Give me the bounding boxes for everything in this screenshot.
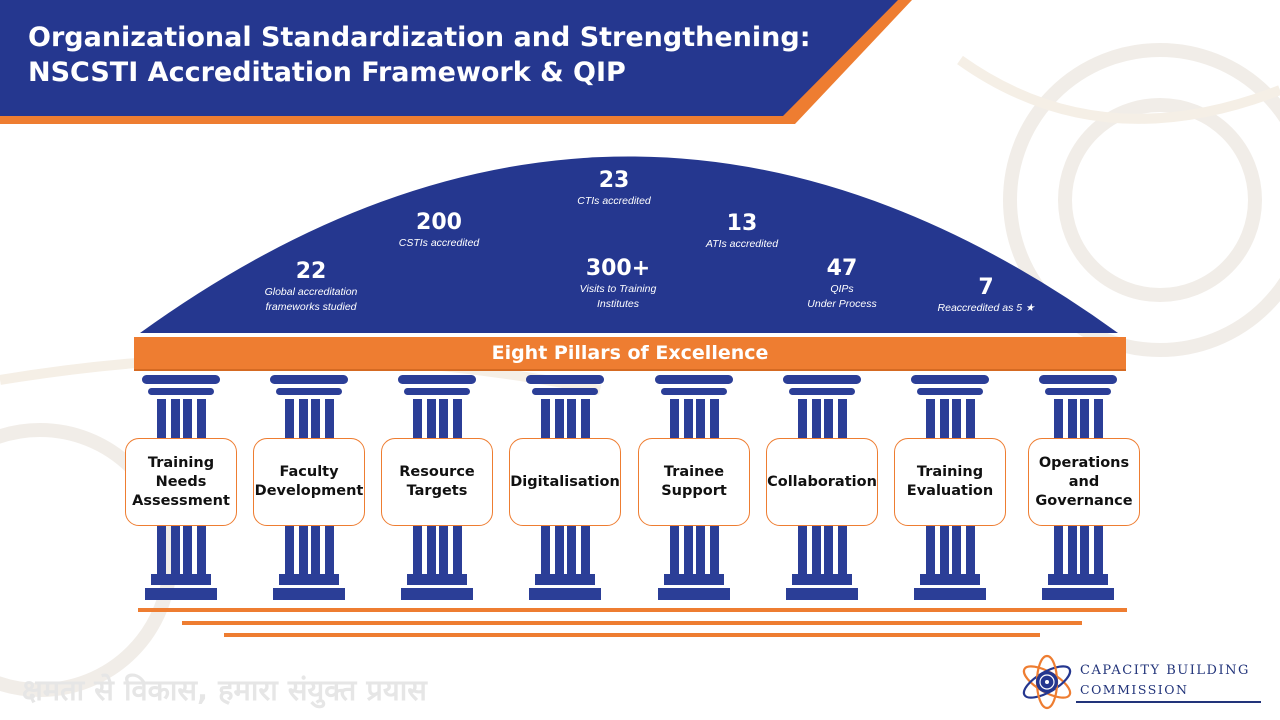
base-line-1	[138, 608, 1127, 612]
stat-label: QIPs	[830, 283, 854, 295]
pillar-label-faculty-development: Faculty Development	[253, 438, 365, 526]
stat-label: ATIs accredited	[705, 238, 779, 250]
stat-ctis-accredited: 23 CTIs accredited	[577, 168, 651, 209]
logo-text-line2: COMMISSION	[1080, 682, 1189, 697]
stat-label: CTIs accredited	[577, 195, 651, 207]
pillar-label-operations-governance: Operations and Governance	[1028, 438, 1140, 526]
stat-value: 7	[978, 275, 994, 300]
stat-label: Global accreditation	[264, 286, 358, 298]
stat-cstis-accredited: 200 CSTIs accredited	[399, 210, 480, 251]
stat-label-2: Under Process	[807, 298, 877, 310]
stat-label-2: Institutes	[596, 298, 640, 310]
stat-value: 23	[598, 168, 630, 193]
logo-text-line1: CAPACITY BUILDING	[1080, 663, 1250, 678]
stat-atis-accredited: 13 ATIs accredited	[706, 211, 778, 252]
base-line-2	[182, 621, 1082, 625]
pillar-label-trainee-support: Trainee Support	[638, 438, 750, 526]
cbc-logo-icon	[1022, 654, 1072, 710]
base-line-3	[224, 633, 1040, 637]
pillar-label-training-needs-assessment: Training Needs Assessment	[125, 438, 237, 526]
stat-label: Reaccredited as 5 ★	[937, 302, 1035, 314]
page-title: Organizational Standardization and Stren…	[28, 20, 811, 90]
stat-value: 13	[726, 211, 758, 236]
stat-label-2: frameworks studied	[265, 301, 357, 313]
stat-value: 300+	[585, 256, 651, 281]
stat-value: 22	[295, 259, 327, 284]
stat-value: 200	[416, 210, 462, 235]
stat-global-frameworks: 22 Global accreditation frameworks studi…	[265, 259, 358, 315]
logo-underline	[1076, 701, 1261, 703]
pillar-label-resource-targets: Resource Targets	[381, 438, 493, 526]
stat-visits: 300+ Visits to Training Institutes	[580, 256, 657, 312]
pillar-label-collaboration: Collaboration	[766, 438, 878, 526]
title-line-1: Organizational Standardization and Stren…	[28, 22, 811, 53]
footer-tagline: क्षमता से विकास, हमारा संयुक्त प्रयास	[22, 673, 427, 707]
stat-qips: 47 QIPs Under Process	[807, 256, 876, 312]
title-line-2: NSCSTI Accreditation Framework & QIP	[28, 57, 626, 88]
stat-reaccredited: 7 Reaccredited as 5 ★	[938, 275, 1035, 316]
header-banner	[0, 0, 912, 124]
stat-label: CSTIs accredited	[398, 237, 480, 249]
pillar-label-training-evaluation: Training Evaluation	[894, 438, 1006, 526]
pillars-banner: Eight Pillars of Excellence	[134, 337, 1126, 371]
pillar-label-digitalisation: Digitalisation	[509, 438, 621, 526]
stat-label: Visits to Training	[579, 283, 657, 295]
stat-value: 47	[826, 256, 858, 281]
